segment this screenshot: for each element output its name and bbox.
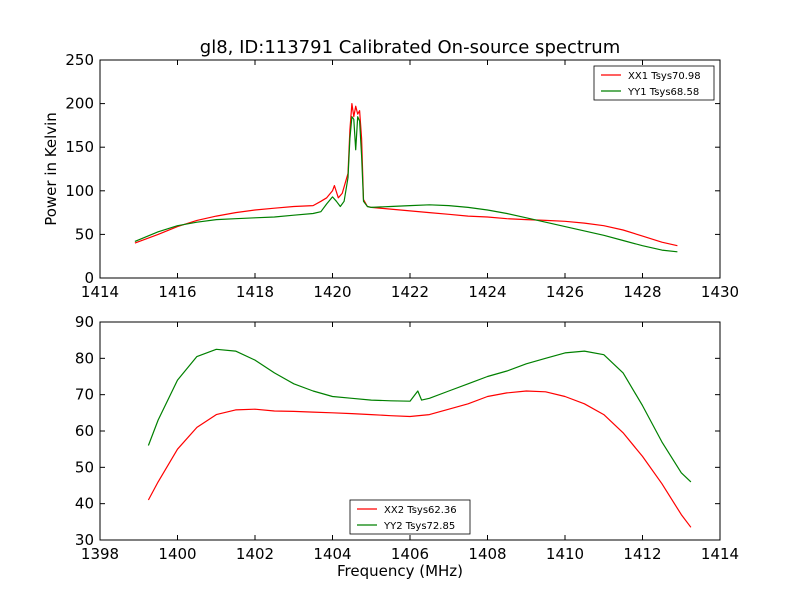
y-tick-label: 60 <box>75 422 94 440</box>
chart-panel-1: 1414 1416 1418 1420 1422 1424 1426 1428 1430 0 50 1… <box>42 51 739 301</box>
x-tick-label: 1414 <box>701 545 739 563</box>
x-tick-label: 1400 <box>158 545 196 563</box>
x-tick-label: 1412 <box>623 545 661 563</box>
y-tick-label: 150 <box>65 138 94 156</box>
legend: XX1 Tsys70.98 YY1 Tsys68.58 <box>593 65 715 101</box>
legend-label: YY1 Tsys68.58 <box>627 87 699 98</box>
x-tick-label: 1416 <box>158 283 196 301</box>
x-tick-label: 1398 <box>81 545 119 563</box>
series-line-2 <box>134 116 678 253</box>
y-axis-label: Power in Kelvin <box>42 112 60 226</box>
x-tick-label: 1430 <box>701 283 739 301</box>
legend-label: XX1 Tsys70.98 <box>628 71 701 82</box>
x-tick-label: 1408 <box>468 545 506 563</box>
series-line-1 <box>134 102 678 247</box>
series-line-2 <box>147 348 692 483</box>
x-tick-label: 1410 <box>546 545 584 563</box>
x-tick-label: 1426 <box>546 283 584 301</box>
legend: XX2 Tsys62.36 YY2 Tsys72.85 <box>349 499 471 535</box>
x-tick-label: 1402 <box>236 545 274 563</box>
chart-panels: 1414 1416 1418 1420 1422 1424 1426 1428 14300501… <box>42 51 739 580</box>
x-tick-label: 1418 <box>236 283 274 301</box>
legend-box <box>349 499 471 535</box>
x-tick-label: 1414 <box>81 283 119 301</box>
series-group <box>147 348 692 528</box>
y-tick-label: 70 <box>75 386 94 404</box>
y-tick-label: 90 <box>75 313 94 331</box>
legend-label: YY2 Tsys72.85 <box>383 521 455 532</box>
x-tick-label: 1406 <box>391 545 429 563</box>
y-tick-label: 100 <box>65 182 94 200</box>
y-tick-label: 80 <box>75 349 94 367</box>
chart-panel-2: 1398 1400 1402 1404 1406 1408 1410 1412 1414 30 40… <box>75 313 739 580</box>
y-tick-label: 50 <box>75 458 94 476</box>
x-tick-label: 1420 <box>313 283 351 301</box>
x-tick-label: 1428 <box>623 283 661 301</box>
y-tick-label: 30 <box>75 531 94 549</box>
x-axis-label: Frequency (MHz) <box>337 562 463 580</box>
y-tick-label: 50 <box>75 225 94 243</box>
x-tick-label: 1422 <box>391 283 429 301</box>
y-tick-label: 250 <box>65 51 94 69</box>
y-tick-label: 40 <box>75 495 94 513</box>
series-line-1 <box>147 390 692 528</box>
y-tick-label: 0 <box>84 269 94 287</box>
legend-label: XX2 Tsys62.36 <box>384 505 457 516</box>
x-tick-label: 1424 <box>468 283 506 301</box>
x-tick-label: 1404 <box>313 545 351 563</box>
series-group <box>134 102 678 253</box>
figure-title: gl8, ID:113791 Calibrated On-source spec… <box>200 37 620 58</box>
y-tick-label: 200 <box>65 95 94 113</box>
legend-box <box>593 65 715 101</box>
